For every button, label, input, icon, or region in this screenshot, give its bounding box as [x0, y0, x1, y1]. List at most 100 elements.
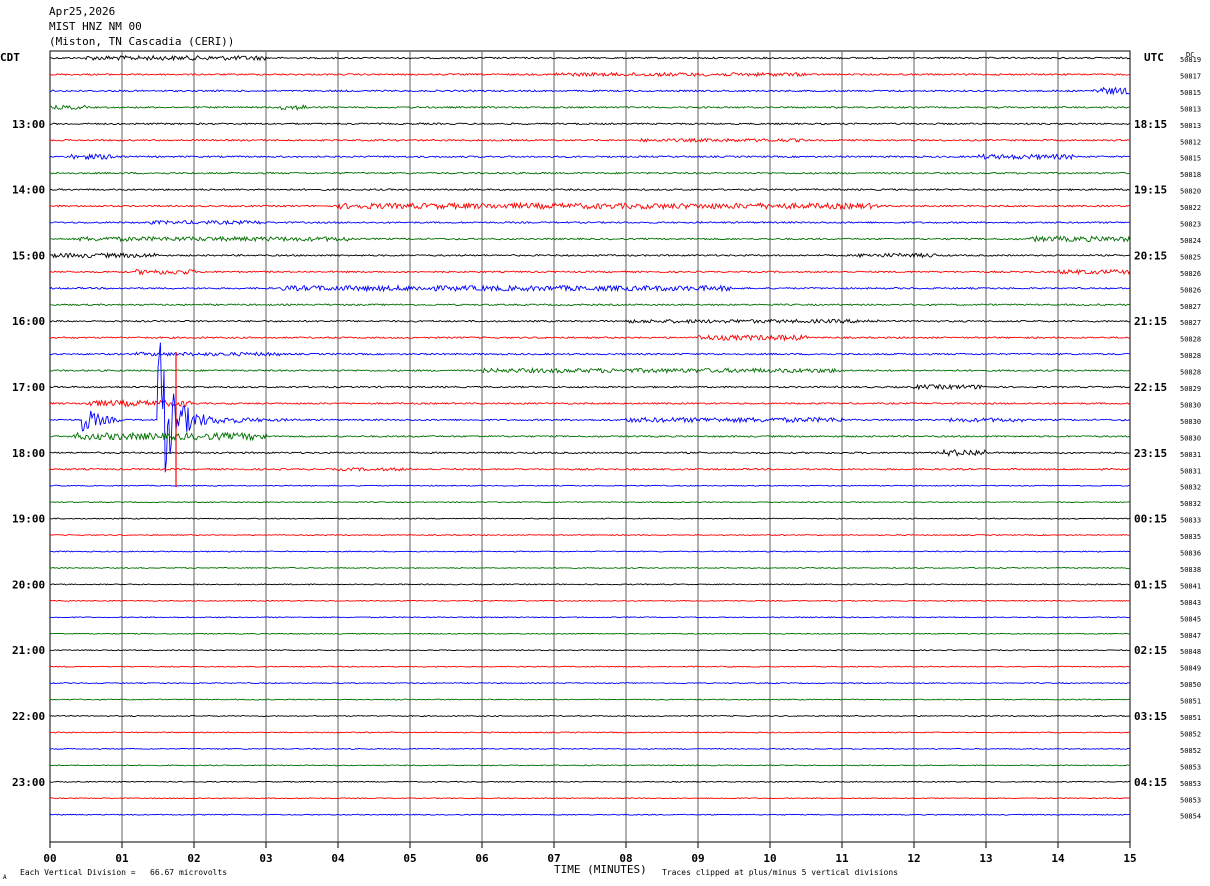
utc-hour-label: 21:15 — [1134, 315, 1167, 328]
cdt-hour-label: 15:00 — [12, 249, 45, 262]
x-tick-label: 07 — [547, 852, 560, 865]
station-location: (Miston, TN Cascadia (CERI)) — [49, 35, 234, 48]
cdt-hour-label: 21:00 — [12, 644, 45, 657]
trace-row — [49, 566, 1131, 569]
dc-offset-label: 50836 — [1180, 550, 1201, 558]
x-tick-label: 12 — [907, 852, 920, 865]
x-tick-label: 13 — [979, 852, 992, 865]
trace-row — [49, 714, 1131, 718]
dc-offset-label: 50833 — [1180, 517, 1201, 525]
traces — [49, 54, 1131, 816]
dc-offset-label: 50845 — [1180, 615, 1201, 623]
trace-row — [49, 201, 1131, 211]
x-tick-label: 04 — [331, 852, 345, 865]
trace-row — [49, 682, 1131, 685]
dc-offset-label: 50824 — [1180, 237, 1201, 245]
trace-row — [49, 171, 1131, 175]
trace-row — [49, 501, 1131, 504]
dc-offset-label: 50831 — [1180, 451, 1201, 459]
cdt-hour-label: 23:00 — [12, 776, 45, 789]
dc-offset-label: 50830 — [1180, 418, 1201, 426]
dc-offset-label: 50850 — [1180, 681, 1201, 689]
x-tick-label: 03 — [259, 852, 272, 865]
dc-offset-label: 50827 — [1180, 319, 1201, 327]
trace-row — [49, 333, 1131, 342]
trace-row — [49, 251, 1131, 259]
x-tick-label: 00 — [43, 852, 56, 865]
cdt-hour-labels: 13:00 14:00 15:00 16:00 17:00 18:00 19:00 20:00… — [12, 118, 45, 789]
trace-row — [49, 342, 1131, 473]
dc-offset-label: 50847 — [1180, 632, 1201, 640]
trace-row — [49, 797, 1131, 800]
dc-offset-label: 50820 — [1180, 188, 1201, 196]
x-tick-label: 09 — [691, 852, 704, 865]
utc-hour-label: 04:15 — [1134, 776, 1167, 789]
trace-row — [49, 71, 1131, 78]
scale-note: Each Vertical Division = 66.67 microvolt… — [20, 868, 227, 877]
trace-row — [49, 104, 1131, 112]
trace-row — [49, 484, 1131, 487]
trace-row — [49, 534, 1131, 537]
trace-row — [49, 632, 1131, 635]
utc-hour-label: 19:15 — [1134, 184, 1167, 197]
trace-row — [49, 122, 1131, 126]
trace-row — [49, 649, 1131, 652]
trace-row — [49, 431, 1131, 442]
trace-row — [49, 698, 1130, 701]
trace-row — [49, 303, 1131, 307]
utc-axis-label: UTC — [1144, 51, 1164, 64]
dc-offset-label: 50852 — [1180, 747, 1201, 755]
trace-row — [49, 780, 1131, 783]
trace-row — [49, 599, 1131, 602]
trace-row — [49, 284, 1131, 293]
vertical-grid — [121, 51, 1059, 842]
dc-offset-label: 50818 — [1180, 171, 1201, 179]
trace-row — [49, 747, 1131, 750]
utc-hour-label: 00:15 — [1134, 513, 1167, 526]
dc-offset-label: 50827 — [1180, 303, 1201, 311]
trace-row — [49, 583, 1130, 586]
trace-row — [49, 318, 1131, 325]
dc-offset-label: 50843 — [1180, 599, 1201, 607]
dc-offset-label: 50822 — [1180, 204, 1201, 212]
utc-hour-label: 22:15 — [1134, 381, 1167, 394]
dc-offset-label: 50828 — [1180, 369, 1201, 377]
cdt-hour-label: 18:00 — [12, 447, 45, 460]
dc-offset-label: 50853 — [1180, 763, 1201, 771]
cdt-hour-label: 20:00 — [12, 578, 45, 591]
dc-offset-label: 50851 — [1180, 698, 1201, 706]
trace-row — [49, 54, 1131, 62]
header: Apr25,2026 MIST HNZ NM 00 (Miston, TN Ca… — [49, 5, 234, 48]
trace-row — [49, 351, 1131, 357]
utc-hour-labels: 18:15 19:15 20:15 21:15 22:15 23:15 00:15 01:15… — [1134, 118, 1167, 789]
x-tick-label: 05 — [403, 852, 416, 865]
cdt-axis-label: CDT — [0, 51, 20, 64]
dc-offset-label: 50825 — [1180, 253, 1201, 261]
trace-row — [49, 616, 1131, 619]
dc-offset-label: 50828 — [1180, 352, 1201, 360]
dc-offset-label: 50838 — [1180, 566, 1201, 574]
dc-offset-labels: 50819 50817 50815 50813 50813 50812 50815 50818… — [1180, 56, 1201, 821]
dc-offset-label: 50829 — [1180, 385, 1201, 393]
cdt-hour-label: 13:00 — [12, 118, 45, 131]
dc-offset-label: 50851 — [1180, 714, 1201, 722]
trace-row — [49, 219, 1131, 226]
cdt-hour-label: 14:00 — [12, 184, 45, 197]
trace-row — [49, 467, 1131, 472]
dc-offset-label: 50835 — [1180, 533, 1201, 541]
dc-offset-label: 50853 — [1180, 780, 1201, 788]
dc-offset-label: 50812 — [1180, 138, 1201, 146]
cdt-hour-label: 22:00 — [12, 710, 45, 723]
utc-hour-label: 03:15 — [1134, 710, 1167, 723]
dc-offset-label: 50848 — [1180, 648, 1201, 656]
utc-hour-label: 18:15 — [1134, 118, 1167, 131]
trace-row — [49, 813, 1131, 816]
dc-offset-label: 50826 — [1180, 286, 1201, 294]
dc-offset-label: 50830 — [1180, 434, 1201, 442]
trace-row — [49, 550, 1131, 553]
dc-offset-label: 50815 — [1180, 89, 1201, 97]
trace-row — [49, 153, 1131, 161]
dc-offset-label: 50832 — [1180, 500, 1201, 508]
x-tick-label: 02 — [187, 852, 200, 865]
station-id: MIST HNZ NM 00 — [49, 20, 142, 33]
